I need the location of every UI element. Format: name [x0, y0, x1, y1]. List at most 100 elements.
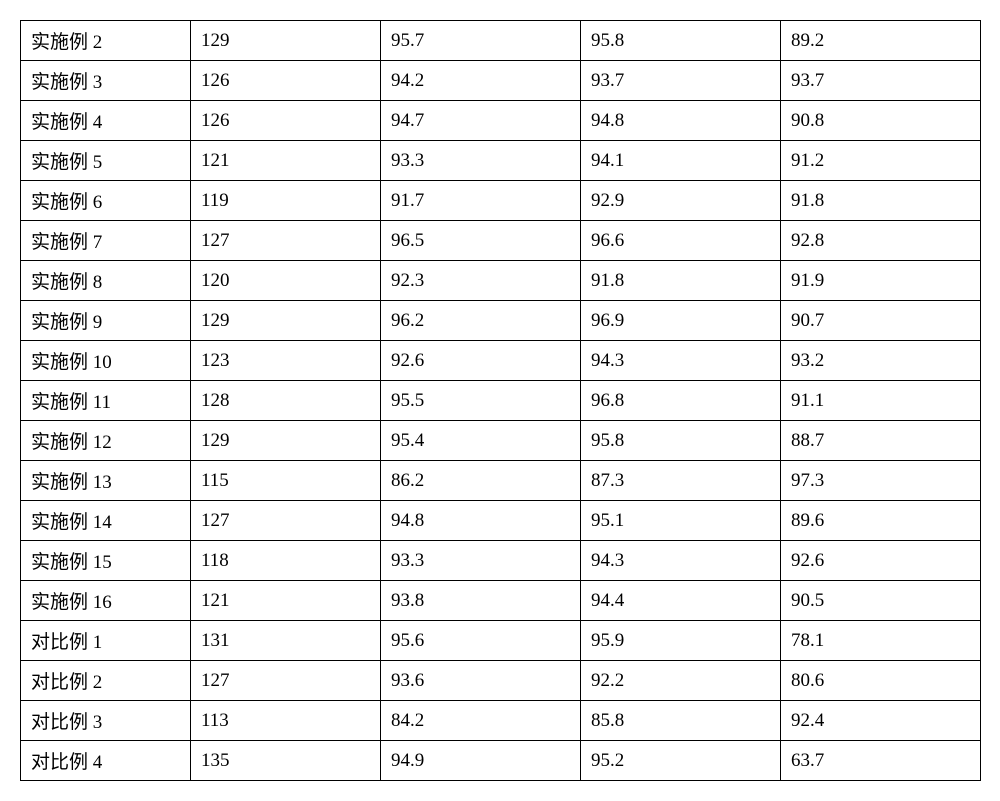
cell-label: 实施例 2: [21, 21, 191, 61]
table-row: 实施例 2 129 95.7 95.8 89.2: [21, 21, 981, 61]
cell-value: 91.8: [581, 261, 781, 301]
cell-label: 实施例 16: [21, 581, 191, 621]
cell-label: 对比例 2: [21, 661, 191, 701]
cell-value: 92.3: [381, 261, 581, 301]
cell-label: 实施例 12: [21, 421, 191, 461]
cell-value: 113: [191, 701, 381, 741]
cell-value: 115: [191, 461, 381, 501]
cell-label: 实施例 14: [21, 501, 191, 541]
table-row: 实施例 4 126 94.7 94.8 90.8: [21, 101, 981, 141]
cell-value: 88.7: [781, 421, 981, 461]
table-row: 实施例 12 129 95.4 95.8 88.7: [21, 421, 981, 461]
table-row: 实施例 5 121 93.3 94.1 91.2: [21, 141, 981, 181]
cell-label: 实施例 9: [21, 301, 191, 341]
cell-value: 96.9: [581, 301, 781, 341]
table-row: 实施例 16 121 93.8 94.4 90.5: [21, 581, 981, 621]
cell-value: 92.4: [781, 701, 981, 741]
cell-value: 97.3: [781, 461, 981, 501]
cell-label: 实施例 8: [21, 261, 191, 301]
cell-value: 94.7: [381, 101, 581, 141]
cell-value: 87.3: [581, 461, 781, 501]
cell-value: 94.9: [381, 741, 581, 781]
cell-value: 128: [191, 381, 381, 421]
cell-value: 119: [191, 181, 381, 221]
cell-value: 95.5: [381, 381, 581, 421]
cell-value: 120: [191, 261, 381, 301]
cell-value: 126: [191, 101, 381, 141]
cell-value: 94.4: [581, 581, 781, 621]
cell-value: 94.1: [581, 141, 781, 181]
cell-label: 实施例 5: [21, 141, 191, 181]
cell-value: 78.1: [781, 621, 981, 661]
cell-value: 93.7: [781, 61, 981, 101]
cell-value: 121: [191, 141, 381, 181]
cell-value: 129: [191, 301, 381, 341]
cell-value: 127: [191, 661, 381, 701]
cell-value: 92.8: [781, 221, 981, 261]
table-row: 实施例 8 120 92.3 91.8 91.9: [21, 261, 981, 301]
data-table: 实施例 2 129 95.7 95.8 89.2 实施例 3 126 94.2 …: [20, 20, 981, 781]
cell-value: 95.6: [381, 621, 581, 661]
cell-value: 90.7: [781, 301, 981, 341]
cell-value: 94.2: [381, 61, 581, 101]
cell-value: 96.2: [381, 301, 581, 341]
cell-value: 91.2: [781, 141, 981, 181]
cell-value: 80.6: [781, 661, 981, 701]
table-row: 对比例 3 113 84.2 85.8 92.4: [21, 701, 981, 741]
cell-value: 127: [191, 221, 381, 261]
cell-value: 96.5: [381, 221, 581, 261]
cell-value: 94.3: [581, 541, 781, 581]
table-row: 实施例 9 129 96.2 96.9 90.7: [21, 301, 981, 341]
table-row: 实施例 3 126 94.2 93.7 93.7: [21, 61, 981, 101]
table-row: 实施例 15 118 93.3 94.3 92.6: [21, 541, 981, 581]
cell-value: 123: [191, 341, 381, 381]
cell-value: 95.9: [581, 621, 781, 661]
cell-value: 89.6: [781, 501, 981, 541]
cell-value: 91.7: [381, 181, 581, 221]
cell-value: 131: [191, 621, 381, 661]
cell-label: 对比例 3: [21, 701, 191, 741]
cell-label: 实施例 10: [21, 341, 191, 381]
cell-value: 95.7: [381, 21, 581, 61]
cell-value: 129: [191, 421, 381, 461]
cell-label: 实施例 3: [21, 61, 191, 101]
cell-value: 63.7: [781, 741, 981, 781]
cell-value: 95.2: [581, 741, 781, 781]
cell-value: 93.7: [581, 61, 781, 101]
cell-value: 92.9: [581, 181, 781, 221]
cell-value: 95.1: [581, 501, 781, 541]
table-row: 实施例 11 128 95.5 96.8 91.1: [21, 381, 981, 421]
cell-value: 95.4: [381, 421, 581, 461]
cell-value: 94.8: [581, 101, 781, 141]
table-row: 实施例 10 123 92.6 94.3 93.2: [21, 341, 981, 381]
table-row: 实施例 6 119 91.7 92.9 91.8: [21, 181, 981, 221]
cell-value: 93.8: [381, 581, 581, 621]
cell-value: 93.2: [781, 341, 981, 381]
cell-value: 93.3: [381, 541, 581, 581]
table-row: 对比例 1 131 95.6 95.9 78.1: [21, 621, 981, 661]
cell-label: 实施例 13: [21, 461, 191, 501]
cell-value: 84.2: [381, 701, 581, 741]
cell-value: 127: [191, 501, 381, 541]
cell-value: 118: [191, 541, 381, 581]
cell-value: 96.6: [581, 221, 781, 261]
cell-value: 91.1: [781, 381, 981, 421]
cell-value: 135: [191, 741, 381, 781]
cell-value: 121: [191, 581, 381, 621]
table-row: 实施例 14 127 94.8 95.1 89.6: [21, 501, 981, 541]
cell-label: 对比例 4: [21, 741, 191, 781]
cell-value: 85.8: [581, 701, 781, 741]
cell-value: 89.2: [781, 21, 981, 61]
table-row: 对比例 2 127 93.6 92.2 80.6: [21, 661, 981, 701]
cell-value: 94.3: [581, 341, 781, 381]
cell-value: 94.8: [381, 501, 581, 541]
cell-value: 96.8: [581, 381, 781, 421]
cell-value: 126: [191, 61, 381, 101]
table-body: 实施例 2 129 95.7 95.8 89.2 实施例 3 126 94.2 …: [21, 21, 981, 781]
cell-label: 对比例 1: [21, 621, 191, 661]
cell-label: 实施例 6: [21, 181, 191, 221]
cell-value: 95.8: [581, 421, 781, 461]
cell-value: 91.8: [781, 181, 981, 221]
table-row: 对比例 4 135 94.9 95.2 63.7: [21, 741, 981, 781]
cell-value: 129: [191, 21, 381, 61]
